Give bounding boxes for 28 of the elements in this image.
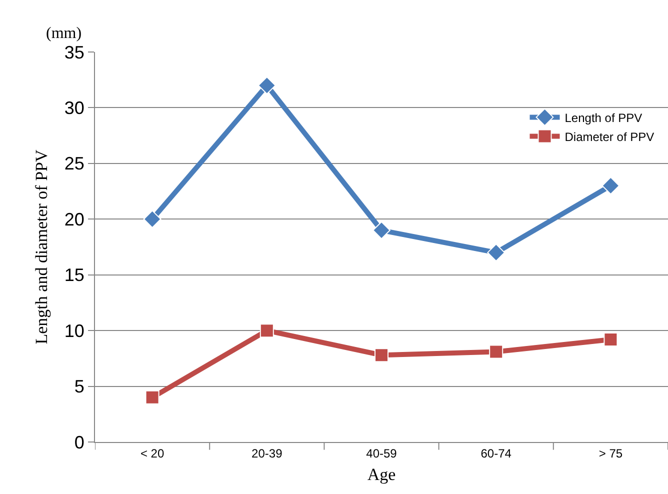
- legend-label: Diameter of PPV: [564, 130, 654, 144]
- y-tick-label: 25: [64, 154, 84, 174]
- y-tick-label: 10: [64, 320, 84, 341]
- point: [258, 76, 276, 94]
- x-axis-title: Age: [367, 464, 396, 484]
- x-tick-label: > 75: [598, 446, 623, 460]
- legend-label: Length of PPV: [564, 110, 642, 125]
- point: [145, 390, 160, 404]
- y-axis-title: Length and diameter of PPV: [32, 149, 51, 344]
- point: [374, 348, 388, 362]
- point: [260, 324, 274, 338]
- y-tick-label: 35: [64, 42, 84, 62]
- y-tick-label: 5: [74, 376, 84, 397]
- point: [604, 332, 618, 346]
- x-tick-label: 20-39: [252, 446, 283, 460]
- point: [372, 221, 390, 240]
- point: [602, 176, 620, 195]
- y-tick-label: 0: [74, 432, 84, 452]
- text: (mm): [46, 25, 82, 42]
- y-tick-label: 20: [64, 209, 84, 230]
- x-tick-label: 40-59: [366, 446, 398, 460]
- point: [487, 244, 506, 262]
- point: [489, 344, 504, 359]
- point: [143, 210, 162, 228]
- x-tick-label: 60-74: [480, 446, 512, 460]
- y-tick-label: 30: [64, 98, 84, 118]
- y-tick-label: 15: [64, 265, 84, 286]
- x-tick-label: < 20: [140, 446, 164, 460]
